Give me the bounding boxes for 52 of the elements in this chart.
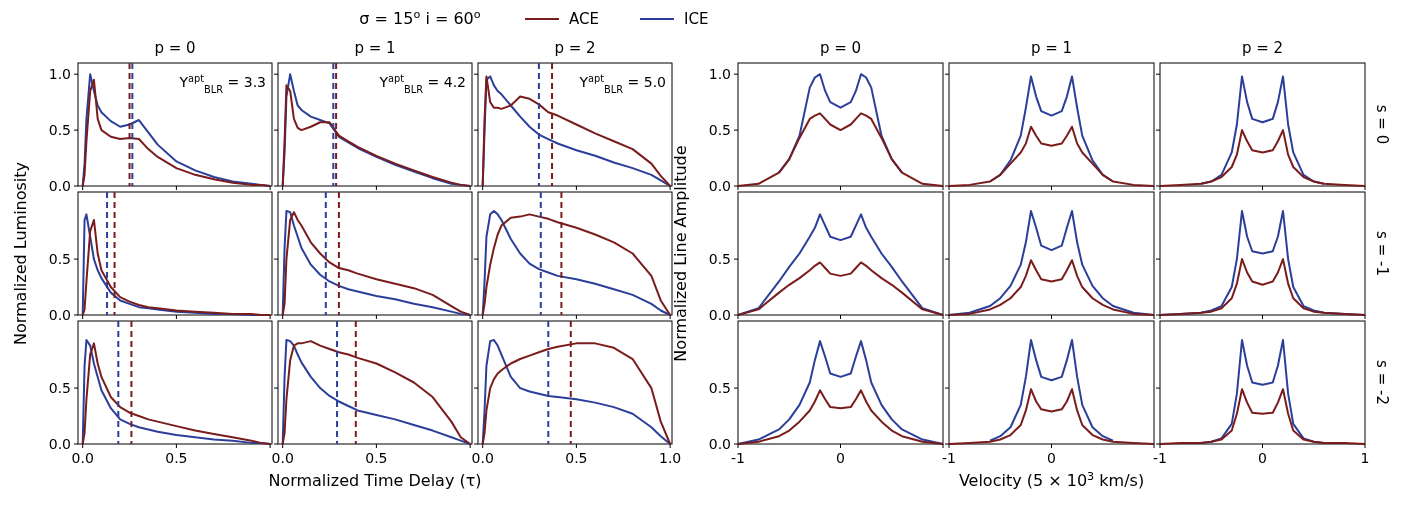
x-tick-label: 0 <box>836 450 845 466</box>
y-tick-label: 0.0 <box>708 177 731 194</box>
x-tick-label: -1 <box>731 450 745 466</box>
y-tick-label: 0.5 <box>48 379 71 396</box>
y2-axis-title: s = 0 <box>1373 104 1391 145</box>
y-tick-label: 0.0 <box>708 435 731 452</box>
annotation: Y$^{apt}$$_{BLR}$ = 3.3 <box>178 72 266 95</box>
chart-title: p = 1 <box>354 39 396 57</box>
x-tick-label: 0 <box>1047 450 1056 466</box>
y-tick-label: 0.5 <box>708 379 731 396</box>
line-series <box>737 389 944 445</box>
line-series <box>737 340 944 445</box>
y2-axis-title: s = -2 <box>1373 360 1391 405</box>
x-tick-label: 0.0 <box>471 450 494 466</box>
x-tick-label: -1 <box>1153 450 1167 466</box>
y-tick-label: 0.0 <box>708 306 731 323</box>
chart-title: p = 2 <box>554 39 596 57</box>
x-axis-title: Velocity (5 × 10$^{3}$ km/s) <box>958 469 1145 490</box>
y-tick-label: 0.5 <box>708 121 731 138</box>
annotation: Y$^{apt}$$_{BLR}$ = 5.0 <box>578 72 666 95</box>
y-tick-label: 0.0 <box>48 306 71 323</box>
chart-title: p = 2 <box>1241 39 1284 57</box>
y-tick-label: 1.0 <box>708 66 731 83</box>
line-series <box>737 213 944 316</box>
line-series <box>737 261 944 316</box>
x-tick-label: 1.0 <box>658 450 682 466</box>
x-tick-label: 0.5 <box>165 450 188 466</box>
x-tick-label: -1 <box>942 450 956 466</box>
x-axis-title: Normalized Time Delay (τ) <box>268 471 482 490</box>
line-series <box>737 112 944 187</box>
y2-axis-title: s = -1 <box>1373 231 1391 276</box>
x-tick-label: 0.5 <box>365 450 388 466</box>
chart-title: p = 0 <box>154 39 196 57</box>
y-tick-label: 1.0 <box>48 66 71 83</box>
legend-label: ICE <box>684 10 709 28</box>
y-axis-title: Normalized Line Amplitude <box>671 145 690 362</box>
x-tick-label: 0 <box>1258 450 1267 466</box>
y-tick-label: 0.5 <box>708 250 731 267</box>
y-tick-label: 0.0 <box>48 435 71 452</box>
x-tick-label: 0.0 <box>71 450 94 466</box>
x-tick-label: 0.0 <box>271 450 294 466</box>
legend-label: ACE <box>569 10 599 28</box>
y-tick-label: 0.0 <box>48 177 71 194</box>
y-tick-label: 0.5 <box>48 250 71 267</box>
chart-title: p = 0 <box>819 39 862 57</box>
chart-title: p = 1 <box>1030 39 1073 57</box>
text: σ = 15$^{o}$ i = 60$^{o}$ <box>359 7 481 28</box>
x-tick-label: 0.5 <box>565 450 588 466</box>
x-tick-label: 1 <box>1360 450 1370 466</box>
y-tick-label: 0.5 <box>48 121 71 138</box>
annotation: Y$^{apt}$$_{BLR}$ = 4.2 <box>378 72 466 95</box>
y-axis-title: Normalized Luminosity <box>11 161 30 346</box>
